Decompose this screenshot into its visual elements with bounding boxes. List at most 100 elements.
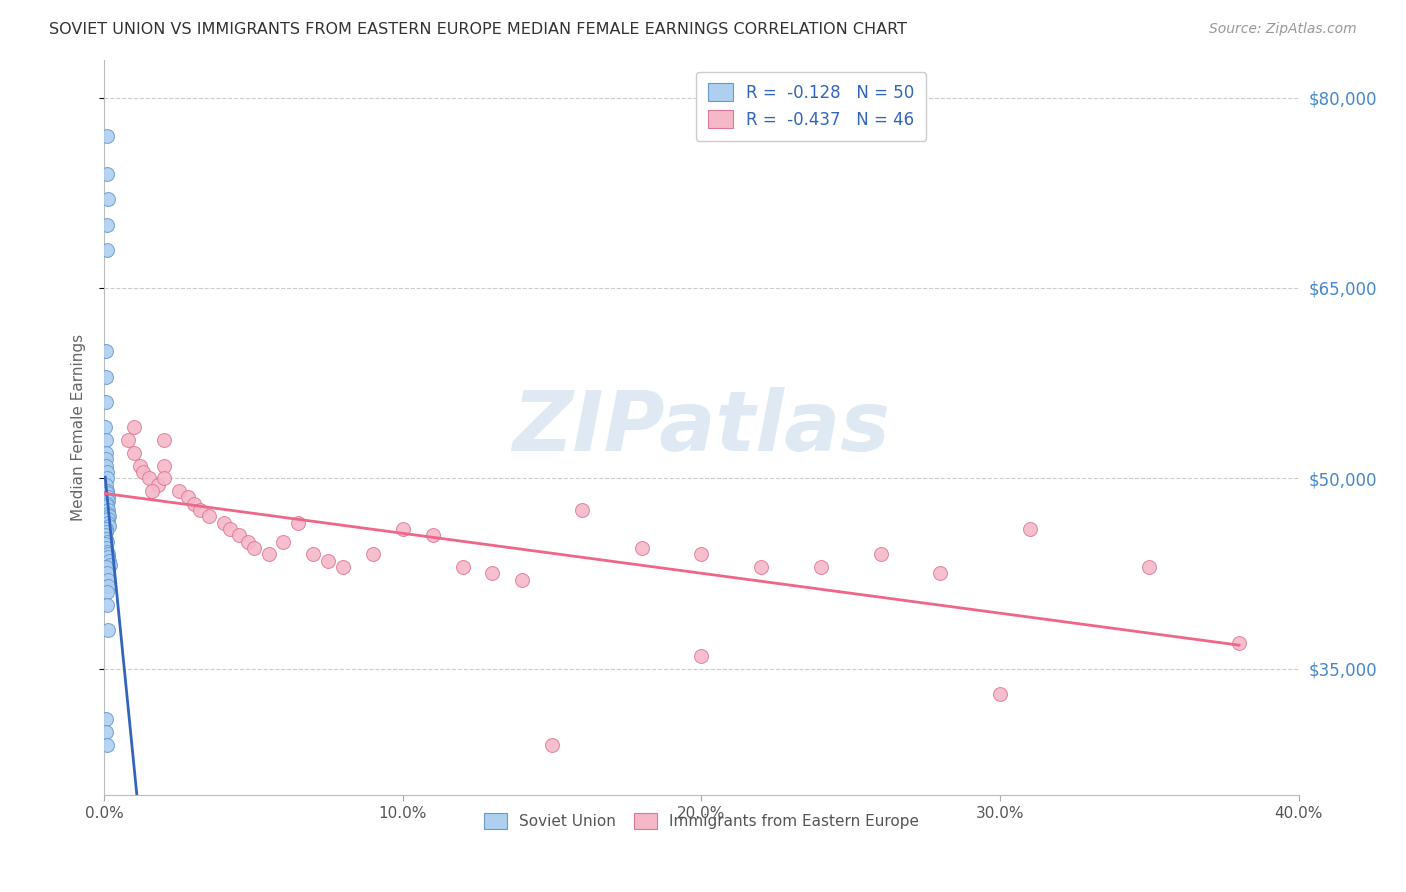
Point [96,243,118,257]
Point [96,725,118,739]
Point [94,452,117,467]
Point [510,573,533,587]
Point [97,624,120,638]
Point [97,494,120,508]
Point [98,519,121,533]
Point [146,477,169,491]
Point [96,497,118,511]
Point [97,549,120,564]
Point [257,547,280,561]
Point [212,516,235,530]
Point [183,497,205,511]
Point [96,585,118,599]
Point [122,446,145,460]
Point [749,560,772,574]
Point [96,486,118,500]
Point [690,547,713,561]
Point [97,490,120,504]
Point [1227,636,1250,650]
Point [361,547,384,561]
Text: SOVIET UNION VS IMMIGRANTS FROM EASTERN EUROPE MEDIAN FEMALE EARNINGS CORRELATIO: SOVIET UNION VS IMMIGRANTS FROM EASTERN … [49,22,907,37]
Y-axis label: Median Female Earnings: Median Female Earnings [72,334,86,521]
Point [97,509,120,524]
Point [94,344,117,359]
Point [94,712,117,726]
Point [97,503,120,517]
Point [94,541,117,555]
Point [94,446,117,460]
Text: Source: ZipAtlas.com: Source: ZipAtlas.com [1209,22,1357,37]
Point [153,433,176,447]
Point [242,541,264,555]
Point [129,458,152,473]
Point [96,566,118,581]
Point [188,503,211,517]
Point [422,528,444,542]
Point [1137,560,1160,574]
Point [302,547,325,561]
Point [1018,522,1040,536]
Point [97,579,120,593]
Point [97,512,120,526]
Point [96,598,118,612]
Point [97,516,120,530]
Point [97,547,120,561]
Point [97,507,120,521]
Point [96,524,118,539]
Point [96,471,118,485]
Point [97,573,120,587]
Point [690,648,713,663]
Point [138,471,160,485]
Point [98,554,121,568]
Point [96,128,118,143]
Point [929,566,952,581]
Point [571,503,593,517]
Point [97,192,120,206]
Point [236,534,259,549]
Point [96,738,118,752]
Point [96,167,118,181]
Point [94,522,117,536]
Point [451,560,474,574]
Point [94,537,117,551]
Point [198,509,221,524]
Point [96,534,118,549]
Point [94,433,117,447]
Point [167,483,190,498]
Point [98,558,121,572]
Point [94,477,117,491]
Point [228,528,250,542]
Point [392,522,415,536]
Point [96,499,118,513]
Point [94,420,117,434]
Point [117,433,139,447]
Point [810,560,832,574]
Point [316,554,339,568]
Point [869,547,891,561]
Point [132,465,155,479]
Point [96,218,118,232]
Text: ZIPatlas: ZIPatlas [513,387,890,468]
Point [287,516,309,530]
Point [96,560,118,574]
Point [153,471,176,485]
Point [96,369,118,384]
Point [122,420,145,434]
Point [96,545,118,559]
Point [141,483,163,498]
Point [94,528,117,542]
Point [541,738,564,752]
Point [988,687,1011,701]
Legend: Soviet Union, Immigrants from Eastern Europe: Soviet Union, Immigrants from Eastern Eu… [478,806,925,836]
Point [94,395,117,409]
Point [96,483,118,498]
Point [218,522,240,536]
Point [153,458,176,473]
Point [96,465,118,479]
Point [273,534,295,549]
Point [96,458,118,473]
Point [630,541,652,555]
Point [332,560,354,574]
Point [481,566,503,581]
Point [177,490,200,504]
